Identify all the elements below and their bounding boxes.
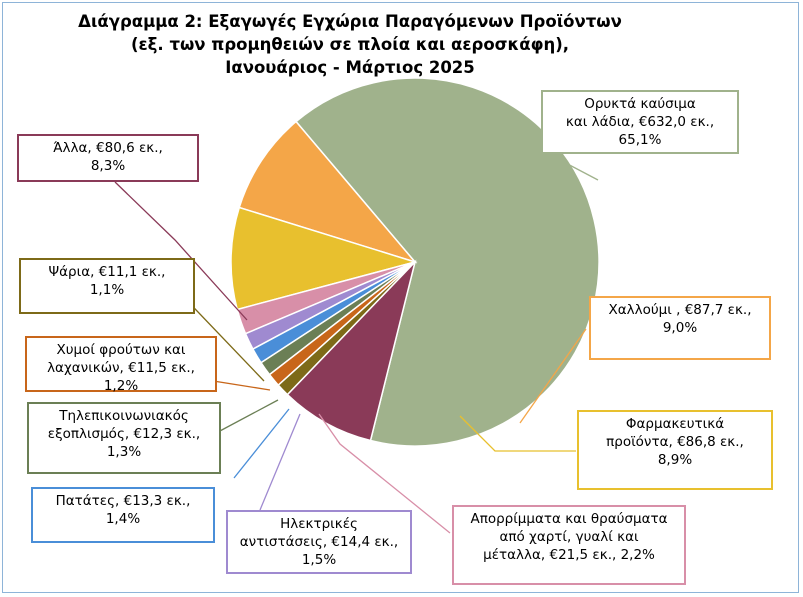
data-label-4-line-3: μέταλλα, €21,5 εκ., 2,2% — [483, 547, 655, 563]
data-label-1: Ορυκτά καύσιμα και λάδια, €632,0 εκ., 65,1… — [541, 90, 739, 154]
data-label-1-line-3: 65,1% — [618, 132, 662, 148]
data-label-8-line-2: λαχανικών, €11,5 εκ., — [47, 360, 195, 376]
chart-title: Διάγραμμα 2: Εξαγωγές Εγχώρια Παραγόμενω… — [40, 10, 660, 79]
data-label-4: Απορρίμματα και θραύσματα από χαρτί, γυαλ… — [452, 505, 686, 585]
data-label-8-line-1: Χυμοί φρούτων και — [56, 342, 186, 358]
data-label-7: Τηλεπικοινωνιακός εξοπλισμός, €12,3 εκ., 1… — [27, 402, 221, 474]
pie-slice-2 — [238, 120, 418, 264]
leader-line-8 — [206, 379, 271, 391]
data-label-9-line-2: 1,1% — [89, 282, 125, 298]
leader-line-4 — [318, 413, 451, 534]
leader-line-1 — [559, 159, 599, 181]
leader-line-5 — [259, 413, 301, 511]
data-label-6: Πατάτες, €13,3 εκ., 1,4% — [31, 487, 215, 543]
chart-title-line-1: Διάγραμμα 2: Εξαγωγές Εγχώρια Παραγόμενω… — [78, 12, 622, 31]
data-label-2: Χαλλούμι , €87,7 εκ., 9,0% — [589, 296, 771, 360]
data-label-9: Ψάρια, €11,1 εκ., 1,1% — [19, 258, 195, 314]
data-label-6-line-2: 1,4% — [105, 511, 141, 527]
data-label-7-line-3: 1,3% — [106, 444, 142, 460]
data-label-1-line-2: και λάδια, €632,0 εκ., — [565, 114, 715, 130]
data-label-8-line-3: 1,2% — [103, 378, 139, 394]
pie-slice-3 — [230, 206, 418, 311]
data-label-2-line-1: Χαλλούμι , €87,7 εκ., — [608, 302, 752, 318]
leader-line-2 — [519, 328, 587, 424]
data-label-4-line-1: Απορρίμματα και θραύσματα — [470, 511, 668, 527]
data-label-5-line-3: 1,5% — [301, 552, 337, 568]
data-label-3-line-1: Φαρμακευτικά — [625, 416, 725, 432]
chart-title-line-2: (εξ. των προμηθειών σε πλοία και αεροσκά… — [130, 35, 570, 54]
data-label-3-line-3: 8,9% — [657, 452, 693, 468]
data-label-6-line-1: Πατάτες, €13,3 εκ., — [55, 493, 191, 509]
data-label-5-line-1: Ηλεκτρικές — [280, 516, 358, 532]
data-label-5-line-2: αντιστάσεις, €14,4 εκ., — [239, 534, 399, 550]
chart-title-line-3: Ιανουάριος - Μάρτιος 2025 — [225, 58, 475, 77]
data-label-5: Ηλεκτρικές αντιστάσεις, €14,4 εκ., 1,5% — [226, 510, 412, 574]
data-label-10-line-1: Άλλα, €80,6 εκ., — [53, 140, 163, 156]
data-label-10: Άλλα, €80,6 εκ., 8,3% — [17, 134, 199, 182]
leader-line-6 — [233, 408, 290, 479]
leader-line-3 — [459, 415, 576, 452]
leader-line-7 — [217, 399, 279, 433]
data-label-7-line-2: εξοπλισμός, €12,3 εκ., — [47, 426, 201, 442]
data-label-2-line-2: 9,0% — [662, 320, 698, 336]
leader-line-10 — [114, 181, 248, 321]
data-label-10-line-2: 8,3% — [90, 158, 126, 174]
data-label-1-line-1: Ορυκτά καύσιμα — [584, 96, 696, 112]
data-label-8: Χυμοί φρούτων και λαχανικών, €11,5 εκ., 1,… — [25, 336, 217, 394]
data-label-7-line-1: Τηλεπικοινωνιακός — [59, 408, 189, 424]
data-label-4-line-2: από χαρτί, γυαλί και — [499, 529, 639, 545]
data-label-3: Φαρμακευτικά προϊόντα, €86,8 εκ., 8,9% — [577, 410, 773, 490]
data-label-3-line-2: προϊόντα, €86,8 εκ., — [606, 434, 744, 450]
data-label-9-line-1: Ψάρια, €11,1 εκ., — [48, 264, 166, 280]
